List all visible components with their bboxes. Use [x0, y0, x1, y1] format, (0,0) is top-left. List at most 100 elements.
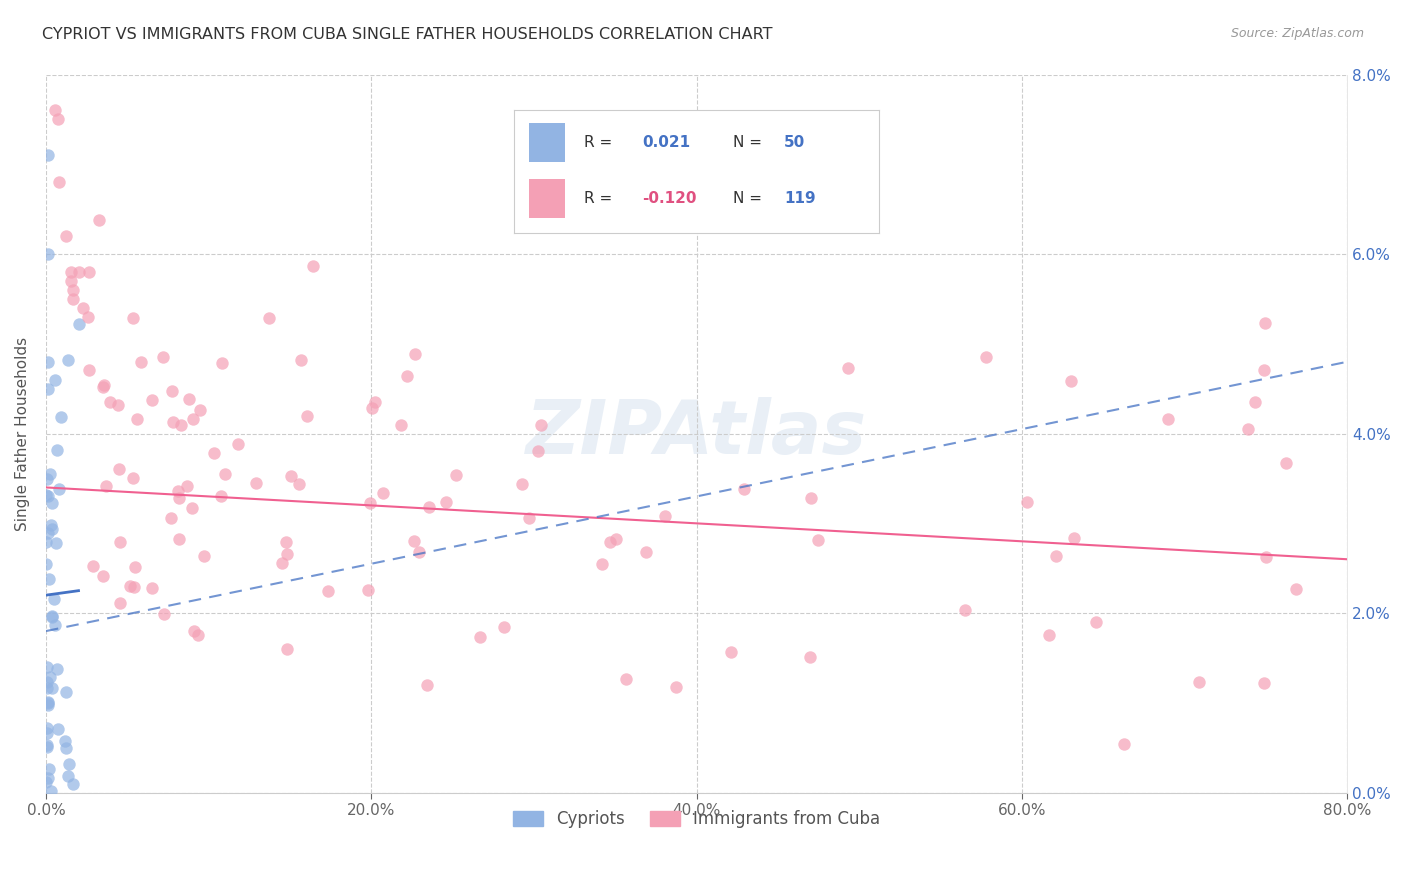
- Point: [42, 592, 65, 607]
- Point: [62, 283, 84, 297]
- Point: [37, 771, 59, 785]
- Point: [1187, 675, 1209, 690]
- Point: [37, 382, 59, 396]
- Point: [316, 584, 339, 599]
- Point: [35, 488, 58, 502]
- Point: [211, 355, 233, 369]
- Point: [48, 175, 70, 189]
- Point: [39, 784, 62, 798]
- Point: [67, 265, 90, 279]
- Point: [177, 392, 200, 406]
- Point: [1114, 737, 1136, 751]
- Point: [214, 467, 236, 482]
- Point: [167, 533, 190, 547]
- Point: [837, 360, 859, 375]
- Point: [181, 500, 204, 515]
- Point: [169, 417, 191, 432]
- Point: [153, 607, 176, 621]
- Point: [290, 352, 312, 367]
- Point: [295, 409, 318, 423]
- Point: [1063, 531, 1085, 545]
- Point: [389, 418, 412, 433]
- Point: [209, 489, 232, 503]
- Point: [82, 559, 104, 574]
- Point: [51, 410, 73, 425]
- Point: [446, 467, 468, 482]
- Point: [1045, 549, 1067, 563]
- Point: [121, 471, 143, 485]
- Point: [38, 572, 60, 586]
- Point: [35, 738, 58, 752]
- Point: [470, 630, 492, 644]
- Point: [55, 229, 77, 244]
- Point: [124, 559, 146, 574]
- Point: [364, 395, 387, 409]
- Point: [108, 535, 131, 549]
- Point: [953, 603, 976, 617]
- Point: [56, 769, 79, 783]
- Point: [124, 580, 146, 594]
- Point: [37, 490, 59, 504]
- Point: [96, 479, 118, 493]
- Point: [1256, 549, 1278, 564]
- Point: [35, 472, 58, 486]
- Point: [46, 112, 69, 127]
- Point: [107, 398, 129, 412]
- Point: [404, 347, 426, 361]
- Point: [162, 415, 184, 429]
- Point: [167, 491, 190, 506]
- Point: [127, 412, 149, 426]
- Point: [187, 628, 209, 642]
- Point: [302, 260, 325, 274]
- Point: [38, 762, 60, 776]
- Point: [259, 310, 281, 325]
- Point: [46, 443, 69, 458]
- Point: [1017, 494, 1039, 508]
- Point: [371, 486, 394, 500]
- Point: [226, 437, 249, 451]
- Point: [527, 443, 550, 458]
- Point: [799, 650, 821, 665]
- Point: [1244, 394, 1267, 409]
- Point: [1285, 582, 1308, 597]
- Point: [58, 757, 80, 772]
- Point: [45, 536, 67, 550]
- Point: [1275, 456, 1298, 470]
- Point: [41, 496, 63, 510]
- Point: [274, 534, 297, 549]
- Point: [605, 532, 627, 546]
- Point: [55, 741, 77, 756]
- Text: Source: ZipAtlas.com: Source: ZipAtlas.com: [1230, 27, 1364, 40]
- Point: [35, 775, 58, 789]
- Point: [1236, 422, 1258, 436]
- Point: [517, 511, 540, 525]
- Point: [494, 619, 516, 633]
- Point: [404, 533, 426, 548]
- Point: [276, 641, 298, 656]
- Point: [359, 496, 381, 510]
- Text: CYPRIOT VS IMMIGRANTS FROM CUBA SINGLE FATHER HOUSEHOLDS CORRELATION CHART: CYPRIOT VS IMMIGRANTS FROM CUBA SINGLE F…: [42, 27, 773, 42]
- Point: [276, 547, 298, 561]
- Point: [530, 417, 553, 432]
- Point: [62, 776, 84, 790]
- Point: [152, 351, 174, 365]
- Point: [37, 660, 59, 674]
- Point: [87, 213, 110, 227]
- Point: [202, 446, 225, 460]
- Point: [665, 680, 688, 694]
- Point: [733, 482, 755, 496]
- Point: [418, 500, 440, 514]
- Point: [79, 265, 101, 279]
- Point: [1038, 628, 1060, 642]
- Point: [654, 508, 676, 523]
- Point: [800, 491, 823, 506]
- Point: [176, 479, 198, 493]
- Point: [77, 310, 100, 324]
- Point: [107, 461, 129, 475]
- Point: [59, 265, 82, 279]
- Point: [37, 695, 59, 709]
- Point: [53, 734, 76, 748]
- Text: ZIPAtlas: ZIPAtlas: [526, 397, 868, 470]
- Point: [55, 685, 77, 699]
- Point: [41, 609, 63, 624]
